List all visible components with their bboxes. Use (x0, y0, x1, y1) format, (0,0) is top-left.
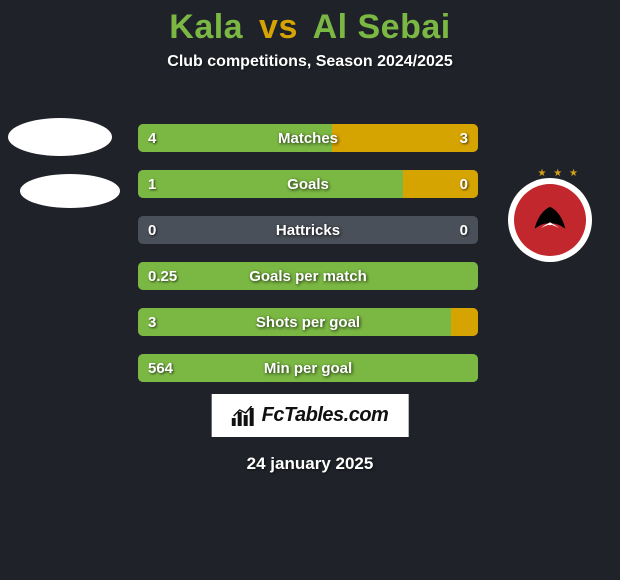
stat-row: 0.25Goals per match (138, 262, 478, 290)
stat-row: 00Hattricks (138, 216, 478, 244)
watermark: FcTables.com (212, 394, 409, 437)
stat-label: Goals per match (138, 262, 478, 290)
subtitle: Club competitions, Season 2024/2025 (0, 53, 620, 71)
stat-label: Shots per goal (138, 308, 478, 336)
watermark-text: FcTables.com (262, 404, 389, 427)
title-right: Al Sebai (313, 8, 451, 46)
stats-container: 43Matches 10Goals 00Hattricks 0.25Goals per… (138, 124, 478, 400)
chart-icon (232, 406, 256, 426)
stat-row: 10Goals (138, 170, 478, 198)
page-title: Kala vs Al Sebai (0, 0, 620, 47)
team-right-crest (514, 184, 586, 256)
stat-label: Min per goal (138, 354, 478, 382)
stat-row: 43Matches (138, 124, 478, 152)
title-vs: vs (259, 8, 298, 46)
team-right-logo (508, 178, 592, 262)
title-left: Kala (169, 8, 243, 46)
stat-label: Hattricks (138, 216, 478, 244)
stat-label: Matches (138, 124, 478, 152)
stat-row: 564Min per goal (138, 354, 478, 382)
stat-row: 3Shots per goal (138, 308, 478, 336)
stat-label: Goals (138, 170, 478, 198)
footer-date: 24 january 2025 (0, 454, 620, 474)
eagle-icon (528, 198, 572, 242)
team-left-logo-2 (20, 174, 120, 208)
team-left-logo-1 (8, 118, 112, 156)
